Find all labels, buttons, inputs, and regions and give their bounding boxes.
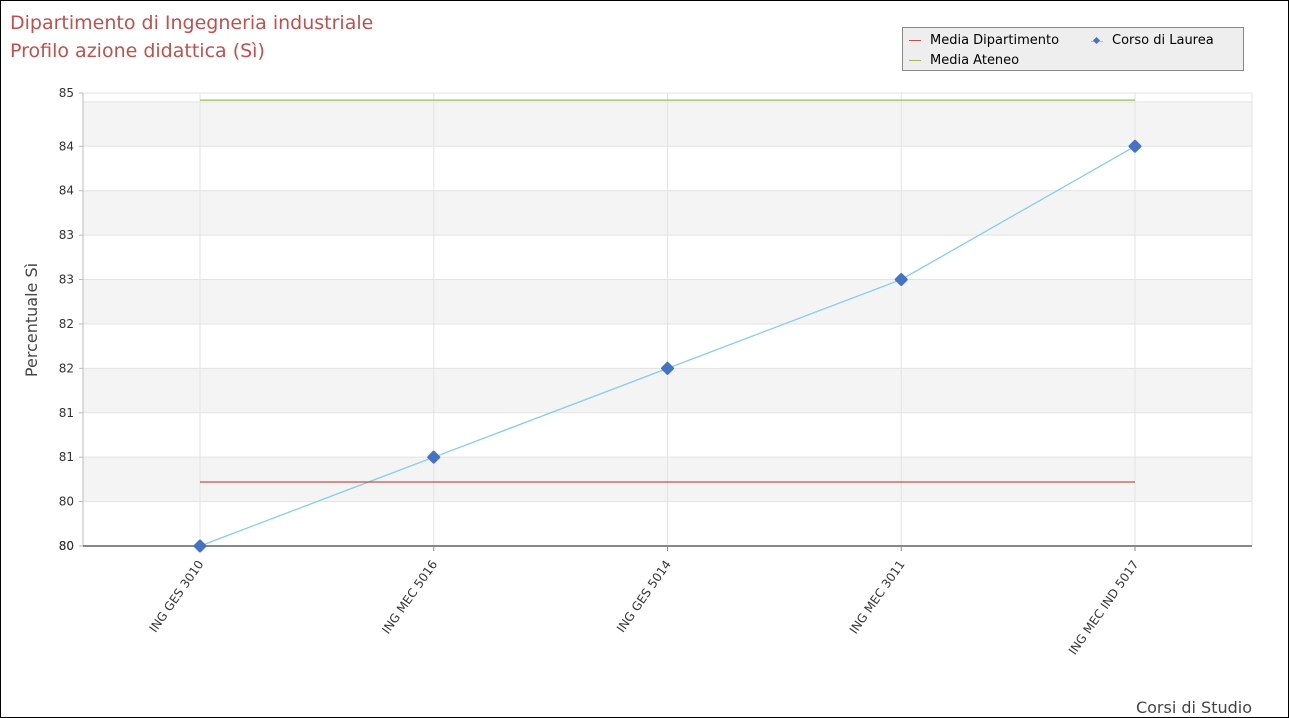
legend-label-corso-di-laurea: Corso di Laurea — [1112, 33, 1214, 48]
y-tick-label: 82 — [59, 361, 74, 375]
x-tick-label: ING MEC IND 5017 — [1066, 558, 1142, 658]
x-tick-label: ING GES 5014 — [614, 558, 674, 635]
y-tick-label: 83 — [59, 273, 74, 287]
x-tick-label: ING MEC 5016 — [379, 558, 440, 637]
y-tick-label: 84 — [59, 184, 74, 198]
y-tick-label: 80 — [59, 495, 74, 509]
data-point-corso-di-laurea — [193, 539, 207, 553]
y-axis-label: Percentuale Sì — [22, 263, 41, 377]
chart-title-line1: Dipartimento di Ingegneria industriale — [10, 12, 374, 34]
legend-label-media-dipartimento: Media Dipartimento — [930, 33, 1060, 48]
x-tick-label: ING GES 3010 — [147, 558, 207, 635]
y-tick-label: 81 — [59, 450, 74, 464]
y-tick-label: 82 — [59, 317, 74, 331]
legend-item-media-dipartimento: Media Dipartimento — [909, 33, 1059, 48]
y-tick-label: 80 — [59, 539, 74, 553]
y-tick-label: 84 — [59, 139, 74, 153]
legend-marker-corso-di-laurea — [1091, 35, 1103, 47]
legend-label-media-ateneo: Media Ateneo — [930, 53, 1020, 68]
y-tick-label: 80 — [59, 539, 74, 553]
chart-legend: Media Dipartimento Corso di Laurea Media… — [902, 27, 1244, 71]
x-axis-label: Corsi di Studio — [1136, 698, 1252, 717]
data-point-corso-di-laurea — [427, 450, 441, 464]
chart-title-line2: Profilo azione didattica (Sì) — [10, 40, 265, 62]
legend-item-media-ateneo: Media Ateneo — [909, 53, 1019, 68]
legend-swatch-media-ateneo — [909, 60, 921, 61]
legend-item-corso-di-laurea: Corso di Laurea — [1091, 33, 1214, 48]
y-tick-label: 85 — [59, 86, 74, 100]
y-tick-label: 81 — [59, 406, 74, 420]
x-tick-label: ING MEC 3011 — [847, 558, 908, 637]
legend-swatch-media-dipartimento — [909, 40, 921, 41]
data-point-corso-di-laurea — [661, 361, 674, 375]
y-tick-label: 83 — [59, 228, 74, 242]
data-point-corso-di-laurea — [894, 273, 908, 286]
data-point-corso-di-laurea — [1128, 139, 1142, 153]
